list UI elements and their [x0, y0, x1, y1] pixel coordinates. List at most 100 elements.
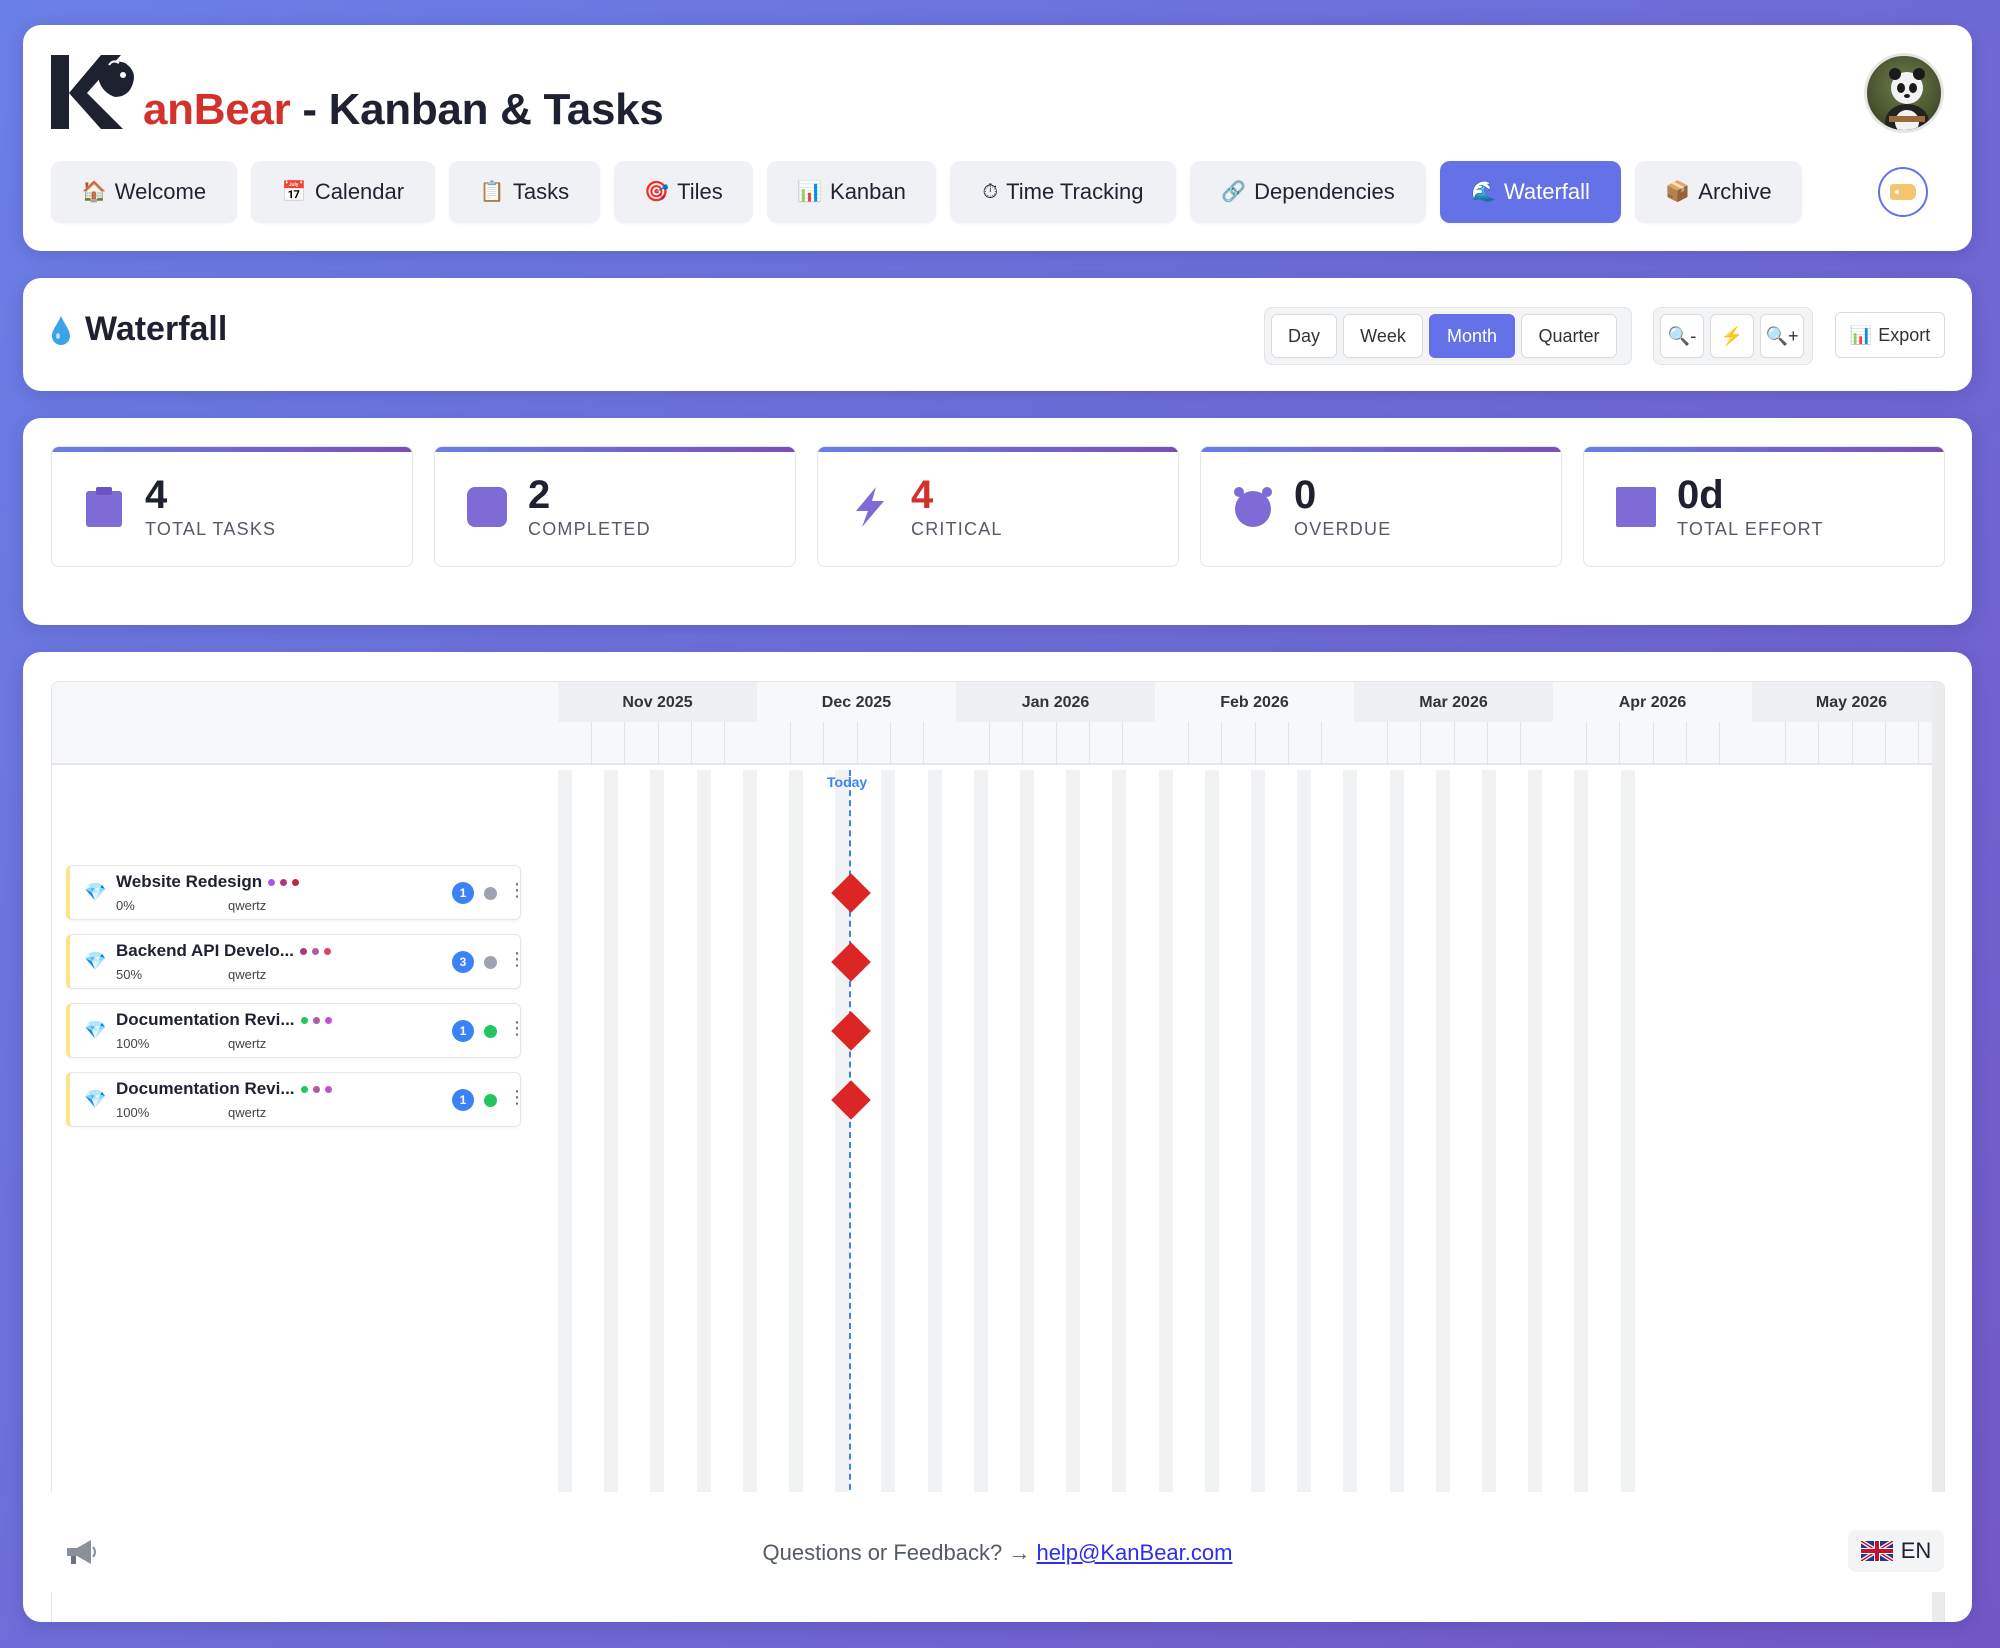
week-tick: [1287, 722, 1289, 765]
task-name: Backend API Develo...: [116, 941, 331, 961]
vertical-scrollbar[interactable]: [1932, 682, 1944, 1622]
grid-stripe: [789, 770, 803, 1520]
stat-label: TOTAL EFFORT: [1677, 519, 1824, 539]
nav-tiles-button[interactable]: 🎯 Tiles: [614, 161, 753, 223]
bar-chart-icon: 📊: [797, 181, 823, 203]
grid-stripe: [696, 770, 711, 1520]
wave-icon: 🌊: [1471, 181, 1496, 203]
language-button[interactable]: EN: [1848, 1530, 1944, 1572]
stopwatch-icon: [1616, 487, 1656, 527]
droplet-icon: [52, 315, 70, 345]
month-band: [1354, 682, 1553, 722]
tag-dot: [300, 1086, 308, 1094]
view-week-button[interactable]: Week: [1343, 314, 1423, 358]
task-progress: 0%: [116, 898, 135, 913]
week-tick: [1785, 722, 1787, 765]
stopwatch-icon: ⏱: [982, 181, 999, 203]
month-label: Dec 2025: [821, 694, 892, 711]
zoom-fit-button[interactable]: ⚡: [1710, 314, 1754, 358]
tag-icon: [1890, 184, 1916, 200]
grid-stripe: [1620, 770, 1635, 1520]
feedback-email-link[interactable]: help@KanBear.com: [1036, 1540, 1233, 1565]
tag-dot: [292, 879, 300, 887]
task-name-text: Documentation Revi...: [116, 1079, 295, 1098]
footer: Questions or Feedback? → help@KanBear.co…: [23, 1492, 1972, 1592]
grid-stripe: [650, 770, 665, 1520]
stat-total-tasks: 4 TOTAL TASKS: [51, 446, 413, 567]
grid-stripe: [1343, 770, 1358, 1520]
nav-label: Dependencies: [1254, 179, 1395, 204]
week-tick: [1453, 722, 1455, 765]
stat-overdue: 0 OVERDUE: [1200, 446, 1562, 567]
week-tick: [1917, 722, 1919, 765]
grid-stripe: [881, 770, 896, 1520]
nav-label: Archive: [1698, 179, 1772, 204]
task-count-badge[interactable]: 1: [452, 1020, 474, 1042]
zoom-in-button[interactable]: 🔍+: [1760, 314, 1804, 358]
view-day-button[interactable]: Day: [1271, 314, 1337, 358]
tag-button[interactable]: [1878, 167, 1928, 217]
house-icon: 🏠: [81, 181, 107, 203]
nav-time-tracking-button[interactable]: ⏱ Time Tracking: [950, 161, 1176, 223]
task-owner: qwertz: [228, 967, 267, 982]
view-month-button[interactable]: Month: [1429, 314, 1515, 358]
tag-dot: [324, 1017, 332, 1025]
stat-label: CRITICAL: [911, 519, 1003, 539]
chart-icon: 📊: [1849, 324, 1873, 345]
stat-value: 2: [528, 473, 551, 517]
stat-completed: 2 COMPLETED: [434, 446, 796, 567]
stat-label: OVERDUE: [1294, 519, 1392, 539]
view-quarter-button[interactable]: Quarter: [1521, 314, 1617, 358]
task-count-badge[interactable]: 3: [452, 951, 474, 973]
task-row[interactable]: 💎 Backend API Develo... 50% qwertz 3 ⋮: [66, 934, 526, 989]
tag-dots: [299, 948, 331, 956]
nav-label: Time Tracking: [1006, 179, 1144, 204]
week-tick: [823, 722, 825, 765]
grid-stripe: [1574, 770, 1589, 1520]
stats-card: 4 TOTAL TASKS 2 COMPLETED 4 CRITICAL 0 O…: [23, 418, 1972, 625]
megaphone-icon[interactable]: [63, 1537, 97, 1567]
more-menu-icon[interactable]: ⋮: [508, 1087, 526, 1107]
week-tick: [1254, 722, 1256, 765]
brand[interactable]: anBear - Kanban & Tasks: [51, 53, 664, 134]
stat-value: 4: [145, 473, 168, 517]
tag-dot: [312, 1086, 320, 1094]
export-label: Export: [1878, 324, 1931, 345]
tag-dot: [268, 879, 276, 887]
nav-archive-button[interactable]: 📦 Archive: [1635, 161, 1802, 223]
header-card: anBear - Kanban & Tasks 🏠 Welcome 📅 Calend…: [23, 25, 1972, 251]
task-count-badge[interactable]: 1: [452, 1089, 474, 1111]
nav-calendar-button[interactable]: 📅 Calendar: [251, 161, 435, 223]
stat-total-effort: 0d TOTAL EFFORT: [1583, 446, 1945, 567]
clipboard-icon: 📋: [479, 181, 505, 203]
task-row[interactable]: 💎 Documentation Revi... 100% qwertz 1 ⋮: [66, 1003, 526, 1058]
task-status-dot: [484, 1025, 497, 1038]
tag-dot: [299, 948, 307, 956]
grid-stripe: [1435, 770, 1450, 1520]
page-title: Waterfall: [51, 310, 227, 349]
tag-dot: [280, 879, 288, 887]
more-menu-icon[interactable]: ⋮: [508, 1018, 526, 1038]
nav-dependencies-button[interactable]: 🔗 Dependencies: [1190, 161, 1426, 223]
nav-welcome-button[interactable]: 🏠 Welcome: [51, 161, 237, 223]
task-count-badge[interactable]: 1: [452, 882, 474, 904]
nav-label: Kanban: [830, 179, 906, 204]
more-menu-icon[interactable]: ⋮: [508, 880, 526, 900]
task-row[interactable]: 💎 Website Redesign 0% qwertz 1 ⋮: [66, 865, 526, 920]
grid-stripe: [1528, 770, 1543, 1520]
more-menu-icon[interactable]: ⋮: [508, 949, 526, 969]
week-tick: [690, 722, 692, 765]
week-tick: [856, 722, 858, 765]
task-row[interactable]: 💎 Documentation Revi... 100% qwertz 1 ⋮: [66, 1072, 526, 1127]
week-tick: [624, 722, 626, 765]
export-button[interactable]: 📊 Export: [1835, 312, 1945, 358]
nav-kanban-button[interactable]: 📊 Kanban: [767, 161, 936, 223]
user-avatar[interactable]: [1864, 53, 1944, 133]
nav-label: Tiles: [677, 179, 723, 204]
toolbar-card: Waterfall Day Week Month Quarter 🔍- ⚡ 🔍+…: [23, 278, 1972, 391]
nav-tasks-button[interactable]: 📋 Tasks: [449, 161, 600, 223]
week-tick: [1851, 722, 1853, 765]
zoom-out-button[interactable]: 🔍-: [1660, 314, 1704, 358]
task-name-text: Backend API Develo...: [116, 941, 294, 960]
nav-waterfall-button[interactable]: 🌊 Waterfall: [1440, 161, 1621, 223]
